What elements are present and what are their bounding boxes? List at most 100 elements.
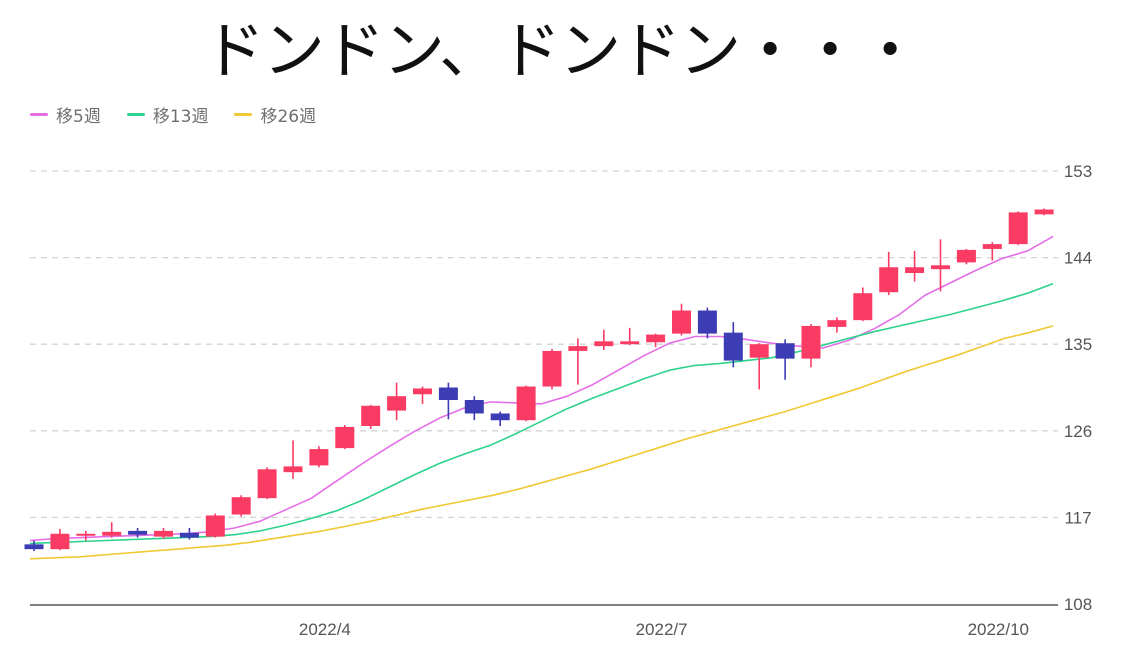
candle-body <box>50 533 70 550</box>
candle-body <box>205 515 225 537</box>
candle <box>231 495 251 517</box>
candle <box>594 329 614 350</box>
candle-body <box>464 400 484 414</box>
candle <box>283 440 303 479</box>
candle-body <box>697 310 717 334</box>
candle-body <box>516 386 536 421</box>
candle <box>775 339 795 380</box>
candle-body <box>749 344 769 358</box>
candle-body <box>982 244 1002 249</box>
candle <box>723 322 743 368</box>
candle <box>128 527 148 538</box>
candle <box>490 411 510 426</box>
candle-body <box>594 341 614 347</box>
candle <box>697 307 717 339</box>
candle-body <box>646 334 666 343</box>
candles <box>24 208 1054 552</box>
candle <box>335 425 355 450</box>
candle-body <box>490 413 510 421</box>
y-tick-label: 144 <box>1064 249 1092 268</box>
candle-body <box>24 544 44 550</box>
candle <box>438 382 458 420</box>
candle-body <box>438 387 458 401</box>
y-axis-ticks: 108 117 126 135 144 153 <box>1064 162 1092 614</box>
candle <box>749 343 769 390</box>
candle <box>931 239 950 292</box>
legend-swatch-ma13 <box>126 113 145 116</box>
candle-body <box>1008 212 1028 245</box>
legend-item-ma26[interactable]: 移26週 <box>234 102 316 127</box>
candle <box>853 287 873 322</box>
candle-body <box>905 267 925 273</box>
candle-body <box>568 346 588 351</box>
candle-body <box>335 426 355 449</box>
candle <box>24 540 44 552</box>
candle <box>620 327 640 346</box>
candle-body <box>283 466 303 473</box>
candle-body <box>257 469 277 499</box>
moving-average-lines <box>29 235 1054 560</box>
ma-line-0 <box>29 235 1054 542</box>
candle-body <box>827 320 847 327</box>
candle <box>102 522 122 538</box>
legend-label-ma13: 移13週 <box>152 107 209 127</box>
x-tick-label: 2022/10 <box>968 620 1029 639</box>
y-tick-label: 108 <box>1064 595 1092 614</box>
candle <box>179 527 199 540</box>
x-tick-label: 2022/4 <box>299 620 351 639</box>
candle-body <box>179 532 199 538</box>
candle <box>1034 208 1054 216</box>
candle-body <box>801 325 821 359</box>
candle-body <box>361 405 381 426</box>
y-tick-label: 135 <box>1064 335 1092 354</box>
candle <box>672 303 691 336</box>
candle-body <box>879 267 899 293</box>
candle <box>464 396 484 421</box>
candle-body <box>956 249 976 263</box>
legend: 移5週 移13週 移26週 <box>30 102 316 127</box>
candle <box>1008 211 1028 246</box>
candle <box>387 382 407 421</box>
y-tick-label: 153 <box>1064 162 1092 181</box>
candle-body <box>775 343 795 359</box>
x-tick-label: 2022/7 <box>636 620 688 639</box>
candle <box>646 333 666 348</box>
candle <box>568 338 588 385</box>
candle-body <box>853 293 873 321</box>
candle <box>205 513 225 538</box>
candle-body <box>76 533 96 536</box>
candle-body <box>620 341 640 345</box>
candle <box>76 530 96 541</box>
candle-body <box>542 350 562 387</box>
candle-body <box>102 531 122 536</box>
candle-body <box>154 530 173 537</box>
chart-title: ドンドン、ドンドン・・・ <box>202 14 921 87</box>
gridlines <box>30 170 1058 519</box>
candle-body <box>413 388 432 395</box>
legend-label-ma26: 移26週 <box>260 107 317 127</box>
candle <box>879 251 899 296</box>
candle <box>905 250 925 282</box>
candle <box>516 385 536 422</box>
candle <box>413 386 432 404</box>
candle-body <box>387 396 407 411</box>
x-axis-ticks: 2022/4 2022/7 2022/10 <box>299 620 1029 639</box>
legend-item-ma5[interactable]: 移5週 <box>30 102 101 127</box>
candle <box>982 242 1002 261</box>
candle <box>542 349 562 390</box>
candle <box>257 467 277 500</box>
legend-swatch-ma5 <box>30 113 48 116</box>
candle <box>309 446 329 468</box>
ma-line-2 <box>29 325 1054 560</box>
candle-body <box>309 449 329 466</box>
candle-body <box>1034 209 1054 215</box>
legend-swatch-ma26 <box>234 113 253 116</box>
candle <box>50 528 70 551</box>
candle-body <box>723 332 743 361</box>
legend-item-ma13[interactable]: 移13週 <box>126 102 209 127</box>
candle-body <box>672 310 691 334</box>
y-tick-label: 126 <box>1064 422 1092 441</box>
y-tick-label: 117 <box>1064 508 1091 527</box>
candle <box>361 404 381 429</box>
